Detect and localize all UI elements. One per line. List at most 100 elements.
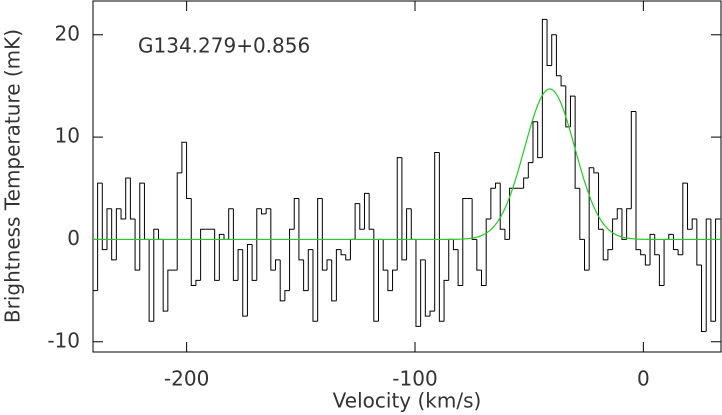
spectrum-channel xyxy=(176,172,182,271)
spectrum-channel xyxy=(331,259,337,302)
spectrum-channel xyxy=(415,239,421,327)
spectrum-channel xyxy=(242,249,248,317)
spectrum-channel xyxy=(190,198,196,286)
spectrum-channel xyxy=(195,279,201,286)
spectrum-channel xyxy=(583,239,590,271)
spectrum-channel xyxy=(574,96,580,189)
spectrum-channel xyxy=(303,259,309,292)
spectrum-channel xyxy=(616,208,622,219)
x-tick-label: -100 xyxy=(392,367,437,391)
spectrum-channel xyxy=(672,234,679,251)
spectrum-channel xyxy=(560,75,566,87)
spectrum-channel xyxy=(162,239,168,312)
spectrum-channel xyxy=(378,238,384,322)
spectrum-channel xyxy=(579,188,585,240)
spectrum-channel xyxy=(125,177,131,219)
y-tick-label: -10 xyxy=(47,328,80,352)
spectrum-channel xyxy=(551,34,557,66)
spectrum-channel xyxy=(284,290,290,301)
spectrum-channel xyxy=(139,182,145,271)
y-axis-label: Brightness Temperature (mK) xyxy=(1,29,25,323)
spectrum-channel xyxy=(382,239,388,271)
spectrum-channel xyxy=(598,172,604,230)
spectrum-channel xyxy=(495,182,501,189)
spectrum-channel xyxy=(134,218,140,271)
x-tick-label: -200 xyxy=(164,367,209,391)
spectrum-channel xyxy=(223,234,229,240)
spectrum-channel xyxy=(157,229,164,240)
x-axis-label: Velocity (km/s) xyxy=(333,389,482,413)
spectrum-channel xyxy=(218,233,225,281)
spectrum-channel xyxy=(129,178,136,220)
spectrum-channel xyxy=(143,183,150,240)
spectrum-channel xyxy=(153,228,159,322)
spectrum-channel xyxy=(677,249,683,256)
spectrum-channel xyxy=(106,208,112,250)
spectrum-channel xyxy=(537,121,543,159)
spectrum-channel xyxy=(438,152,445,322)
spectrum-channel xyxy=(701,265,707,333)
spectrum-channel xyxy=(111,208,117,261)
spectrum-channel xyxy=(644,254,651,266)
spectrum-channel xyxy=(457,249,463,286)
spectrum-channel xyxy=(373,229,379,322)
spectrum-channel xyxy=(256,208,262,281)
spectrum-channel xyxy=(167,269,173,312)
spectrum-channel xyxy=(265,208,271,214)
spectrum-channel xyxy=(232,208,239,281)
gaussian-fit xyxy=(93,88,721,241)
spectrum-channel xyxy=(307,249,313,291)
spectrum-channel xyxy=(471,198,477,240)
spectrum-channel xyxy=(532,121,538,163)
spectrum-channel xyxy=(452,239,459,251)
spectrum-channel xyxy=(270,208,276,271)
spectrum-channel xyxy=(340,249,346,256)
spectrum-channel xyxy=(354,203,360,240)
spectrum-channel xyxy=(387,270,393,292)
spectrum-channel xyxy=(541,18,548,158)
spectrum-channel xyxy=(621,208,627,240)
spectrum-channel xyxy=(396,157,402,271)
spectrum-channel xyxy=(527,162,533,179)
spectrum-channel xyxy=(260,208,267,215)
spectrum-channel xyxy=(691,218,697,230)
spectrum-channel xyxy=(443,279,449,322)
spectrum-channel xyxy=(312,249,318,322)
spectrum-channel xyxy=(420,259,426,327)
spectrum-channel xyxy=(663,238,669,286)
spectrum-channel xyxy=(359,203,365,230)
spectrum-channel xyxy=(705,218,711,332)
spectrum-channel xyxy=(696,218,702,266)
spectrum-channel xyxy=(499,183,505,230)
y-tick-label: 10 xyxy=(55,124,80,148)
spectrum-channel xyxy=(335,249,342,301)
spectrum-channel xyxy=(649,233,655,266)
y-tick-label: 0 xyxy=(67,226,80,250)
spectrum-channel xyxy=(481,270,487,286)
spectrum-channel xyxy=(251,244,257,281)
plot-frame xyxy=(92,0,722,353)
spectrum-channel xyxy=(476,239,482,271)
spectrum-channel xyxy=(181,141,187,173)
spectrum-channel xyxy=(485,218,491,286)
spectrum-channel xyxy=(148,239,154,322)
spectrum-channel xyxy=(289,228,295,291)
spectrum-channel xyxy=(626,208,632,240)
spectrum-channel xyxy=(392,269,398,291)
spectrum-channel xyxy=(349,238,356,260)
spectrum-channel xyxy=(97,182,103,291)
spectrum-channel xyxy=(228,208,234,240)
spectrum-channel xyxy=(429,310,435,317)
spectrum-channel xyxy=(588,167,594,271)
spectrum-channel xyxy=(635,111,641,251)
x-tick-label: 0 xyxy=(637,367,650,391)
spectrum-channel xyxy=(715,218,721,322)
spectrum-channel xyxy=(275,259,281,271)
spectrum-channel xyxy=(630,111,636,209)
y-tick-label: 20 xyxy=(55,21,80,45)
spectrum-channel xyxy=(237,249,243,281)
spectrum-channel xyxy=(345,254,351,261)
spectrum-channel xyxy=(326,259,332,271)
spectrum-channel xyxy=(710,218,716,322)
spectrum-channel xyxy=(321,198,328,271)
